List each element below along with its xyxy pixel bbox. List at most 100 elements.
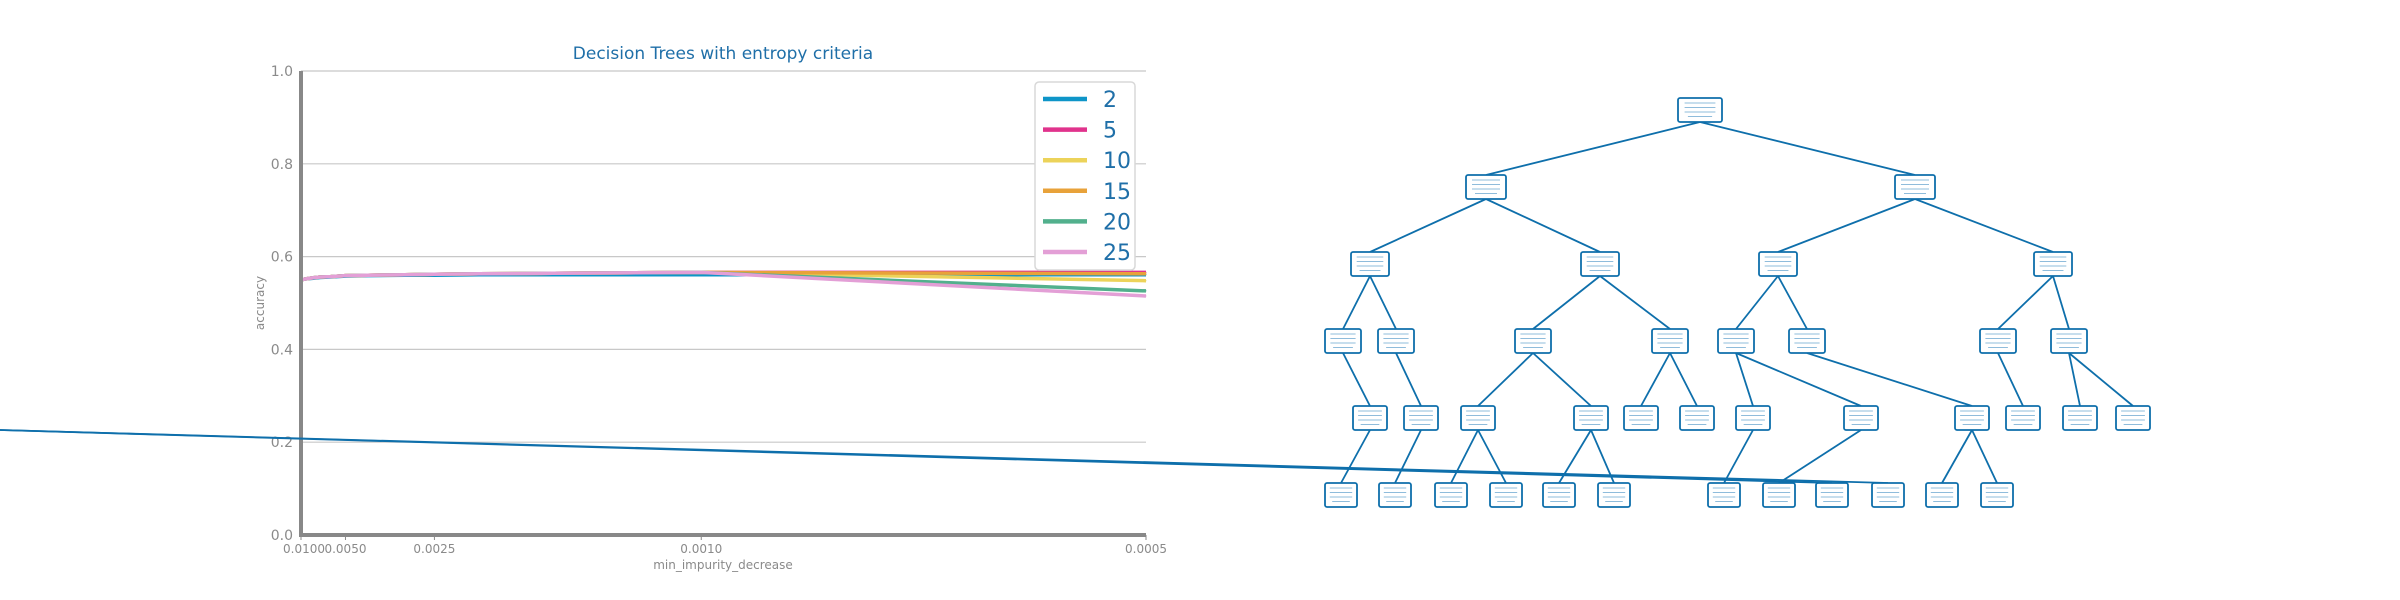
tree-edge bbox=[1342, 352, 1371, 407]
tree-edge bbox=[1477, 429, 1507, 484]
x-axis-label: min_impurity_decrease bbox=[653, 558, 793, 572]
tree-node-box bbox=[1352, 405, 1388, 431]
tree-edge bbox=[1806, 352, 1973, 407]
data-point bbox=[478, 273, 480, 275]
data-point bbox=[1145, 290, 1147, 292]
gridlines bbox=[301, 70, 1146, 443]
tree-edge bbox=[1914, 198, 2054, 253]
legend-label-10: 10 bbox=[1103, 149, 1131, 174]
x-tick-label: 0.0010 bbox=[680, 542, 722, 556]
tree-node-box bbox=[1954, 405, 1990, 431]
tree-node-box bbox=[1460, 405, 1496, 431]
y-tick-label: 0.0 bbox=[271, 528, 293, 544]
data-point bbox=[1145, 280, 1147, 282]
tree-edge bbox=[1590, 429, 1615, 484]
tree-node-box bbox=[1788, 328, 1826, 354]
tree-edge bbox=[0, 429, 1889, 484]
tree-edge bbox=[2068, 352, 2134, 407]
legend-label-15: 15 bbox=[1103, 180, 1131, 205]
tree-edge bbox=[1477, 352, 1534, 407]
tree-node-box bbox=[1324, 482, 1358, 508]
tree-edge bbox=[1735, 275, 1779, 330]
legend-label-25: 25 bbox=[1103, 241, 1131, 266]
data-point bbox=[330, 276, 332, 278]
tree-node-box bbox=[1651, 328, 1689, 354]
tree-edge bbox=[1777, 198, 1916, 253]
data-point bbox=[433, 273, 435, 275]
data-point bbox=[1145, 295, 1147, 297]
chart-title: Decision Trees with entropy criteria bbox=[573, 44, 873, 64]
tree-node-box bbox=[1894, 174, 1936, 200]
tree-edge bbox=[1699, 121, 1916, 176]
tree-node-box bbox=[1677, 97, 1723, 123]
tree-edge bbox=[1369, 198, 1487, 253]
tree-node-box bbox=[1403, 405, 1439, 431]
y-tick-label: 0.6 bbox=[271, 250, 293, 266]
data-point bbox=[319, 276, 321, 278]
data-point bbox=[404, 274, 406, 276]
tree-edge bbox=[1735, 352, 1862, 407]
tree-node-box bbox=[2062, 405, 2098, 431]
tree-edges bbox=[0, 121, 2134, 484]
data-point bbox=[311, 277, 313, 279]
tree-node-box bbox=[1762, 482, 1796, 508]
tree-edge bbox=[1340, 429, 1371, 484]
series-lines bbox=[300, 270, 1147, 298]
tree-edge bbox=[1369, 275, 1397, 330]
data-point bbox=[345, 275, 346, 277]
tree-node-box bbox=[1489, 482, 1523, 508]
tree-nodes bbox=[1324, 97, 2151, 508]
tree-edge bbox=[2068, 352, 2081, 407]
tree-edge bbox=[1599, 275, 1671, 330]
tree-node-box bbox=[2005, 405, 2041, 431]
tree-edge bbox=[1778, 429, 1862, 484]
x-tick-label: 0.0100 bbox=[283, 542, 325, 556]
data-point bbox=[552, 272, 554, 274]
tree-node-box bbox=[1735, 405, 1771, 431]
tree-node-box bbox=[1717, 328, 1755, 354]
tree-edge bbox=[1394, 429, 1422, 484]
data-point bbox=[305, 278, 307, 280]
tree-node-box bbox=[2115, 405, 2151, 431]
tree-node-box bbox=[1843, 405, 1879, 431]
tree-node-box bbox=[1350, 251, 1390, 277]
tree-edge bbox=[1532, 352, 1592, 407]
tree-edge bbox=[1669, 352, 1698, 407]
tree-edge bbox=[1777, 275, 1808, 330]
tree-node-box bbox=[1580, 251, 1620, 277]
tree-edge bbox=[1532, 275, 1601, 330]
y-axis-label: accuracy bbox=[253, 276, 267, 330]
tree-edge bbox=[1450, 429, 1479, 484]
x-tick-label: 0.0050 bbox=[324, 542, 366, 556]
tree-edge bbox=[1941, 429, 1973, 484]
y-tick-label: 0.8 bbox=[271, 157, 293, 173]
y-tick-label: 1.0 bbox=[271, 64, 293, 80]
tree-node-box bbox=[1597, 482, 1631, 508]
tree-node-box bbox=[1871, 482, 1905, 508]
chart-panel: 0.00.20.40.60.81.00.0100 0.0050 0.0025 0.00… bbox=[253, 44, 1167, 572]
tree-edge bbox=[1997, 275, 2054, 330]
tree-edge bbox=[1395, 352, 1422, 407]
x-tick-label: 0.0005 bbox=[1125, 542, 1167, 556]
tree-node-box bbox=[2050, 328, 2088, 354]
tree-node-box bbox=[1377, 328, 1415, 354]
tree-edge bbox=[1342, 275, 1371, 330]
tree-node-box bbox=[2033, 251, 2073, 277]
tree-edge bbox=[1997, 352, 2024, 407]
y-tick-label: 0.4 bbox=[271, 342, 293, 358]
legend-label-2: 2 bbox=[1103, 88, 1117, 113]
tree-node-box bbox=[1434, 482, 1468, 508]
tree-edge bbox=[1723, 429, 1754, 484]
data-point bbox=[700, 271, 702, 273]
tree-node-box bbox=[1758, 251, 1798, 277]
tree-edge bbox=[1971, 429, 1998, 484]
tree-node-box bbox=[1324, 328, 1362, 354]
tree-node-box bbox=[1378, 482, 1412, 508]
tree-edge bbox=[2052, 275, 2070, 330]
x-tick-label: 0.0025 bbox=[413, 542, 455, 556]
tree-node-box bbox=[1980, 482, 2014, 508]
tree-edge bbox=[1485, 121, 1701, 176]
data-point bbox=[700, 274, 702, 276]
